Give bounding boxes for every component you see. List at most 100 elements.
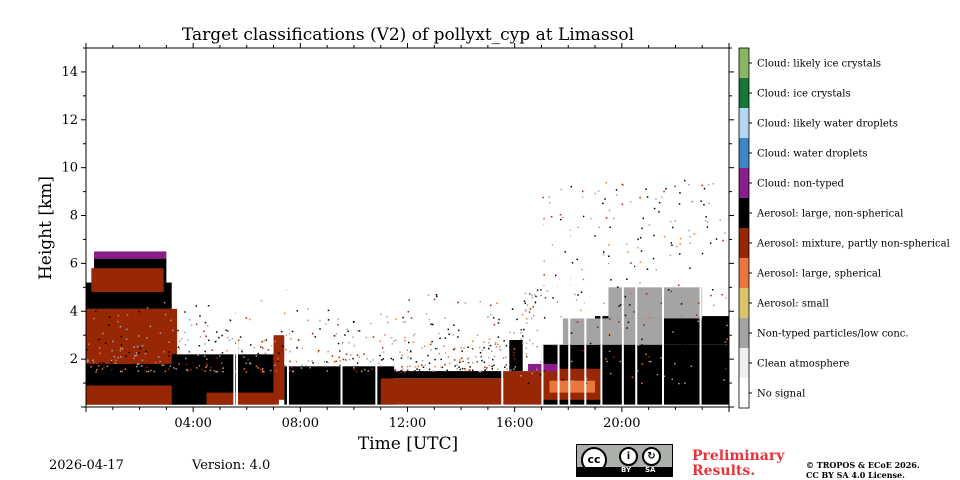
- speckle: [178, 348, 181, 350]
- speckle: [534, 294, 536, 296]
- speckle: [712, 341, 715, 343]
- speckle: [261, 340, 263, 343]
- speckle: [245, 317, 248, 319]
- speckle: [548, 202, 551, 204]
- speckle: [120, 356, 122, 358]
- speckle: [423, 345, 426, 348]
- speckle: [296, 310, 299, 312]
- speckle: [520, 331, 522, 334]
- speckle: [674, 185, 676, 188]
- speckle: [404, 339, 406, 342]
- speckle: [678, 203, 681, 205]
- dropout-14: [699, 215, 702, 407]
- speckle: [352, 321, 355, 323]
- speckle: [653, 234, 655, 237]
- speckle: [421, 364, 423, 366]
- speckle: [220, 354, 222, 357]
- speckle: [87, 359, 89, 361]
- speckle: [222, 370, 224, 373]
- legend-label: Aerosol: large, non-spherical: [756, 209, 903, 220]
- dropout-10: [600, 215, 603, 407]
- plot-area: [85, 47, 730, 408]
- speckle: [146, 306, 149, 309]
- speckle: [199, 357, 201, 360]
- speckle: [570, 185, 573, 188]
- speckle: [488, 347, 490, 350]
- speckle: [726, 324, 728, 327]
- speckle: [117, 314, 120, 317]
- speckle: [195, 305, 198, 307]
- speckle: [671, 244, 673, 247]
- legend-swatch: [739, 228, 749, 258]
- speckle: [608, 334, 611, 336]
- speckle: [521, 314, 524, 316]
- speckle: [518, 350, 521, 353]
- speckle: [172, 370, 174, 373]
- region-11: [380, 378, 504, 405]
- speckle: [95, 368, 97, 371]
- speckle: [624, 295, 627, 298]
- speckle: [641, 344, 644, 346]
- speckle: [395, 339, 397, 342]
- speckle: [689, 235, 691, 238]
- speckle: [414, 333, 416, 335]
- speckle: [577, 323, 580, 325]
- speckle: [476, 360, 479, 363]
- dropout-1: [236, 215, 239, 407]
- speckle: [173, 367, 175, 369]
- speckle: [431, 323, 434, 326]
- speckle: [106, 364, 109, 367]
- speckle: [543, 217, 545, 220]
- speckle: [274, 371, 277, 373]
- speckle: [214, 341, 217, 343]
- speckle: [497, 336, 500, 338]
- speckle: [102, 362, 104, 364]
- speckle: [215, 340, 217, 342]
- speckle: [526, 322, 528, 324]
- speckle: [522, 335, 524, 337]
- speckle: [382, 351, 385, 353]
- speckle: [457, 336, 459, 338]
- speckle: [93, 317, 95, 320]
- speckle: [353, 368, 356, 371]
- speckle: [649, 372, 652, 375]
- speckle: [543, 317, 546, 319]
- speckle: [603, 302, 605, 305]
- speckle: [616, 286, 619, 288]
- speckle: [655, 269, 658, 271]
- dropout-13: [662, 215, 665, 407]
- speckle: [452, 348, 455, 351]
- speckle: [147, 370, 150, 373]
- legend-swatch: [739, 318, 749, 348]
- speckle: [187, 369, 189, 372]
- speckle: [637, 238, 639, 241]
- speckle: [518, 365, 520, 367]
- speckle: [631, 376, 634, 378]
- speckle: [207, 304, 210, 307]
- legend-swatch: [739, 258, 749, 288]
- speckle: [333, 335, 336, 337]
- speckle: [169, 365, 172, 367]
- speckle: [444, 317, 446, 319]
- speckle: [671, 226, 674, 229]
- cc-by-text: BY: [621, 466, 632, 474]
- speckle: [263, 340, 265, 342]
- speckle: [369, 360, 372, 363]
- speckle: [464, 369, 467, 371]
- speckle: [687, 229, 690, 232]
- speckle: [112, 340, 114, 343]
- speckle: [654, 296, 657, 298]
- speckle: [463, 367, 466, 370]
- speckle: [291, 366, 293, 369]
- speckle: [488, 338, 491, 340]
- speckle: [460, 347, 462, 349]
- speckle: [602, 253, 605, 256]
- speckle: [525, 353, 527, 355]
- speckle: [261, 367, 264, 370]
- speckle: [514, 371, 517, 373]
- speckle: [701, 252, 704, 255]
- speckle: [715, 369, 718, 371]
- speckle: [615, 189, 618, 191]
- speckle: [466, 358, 469, 360]
- speckle: [614, 314, 617, 316]
